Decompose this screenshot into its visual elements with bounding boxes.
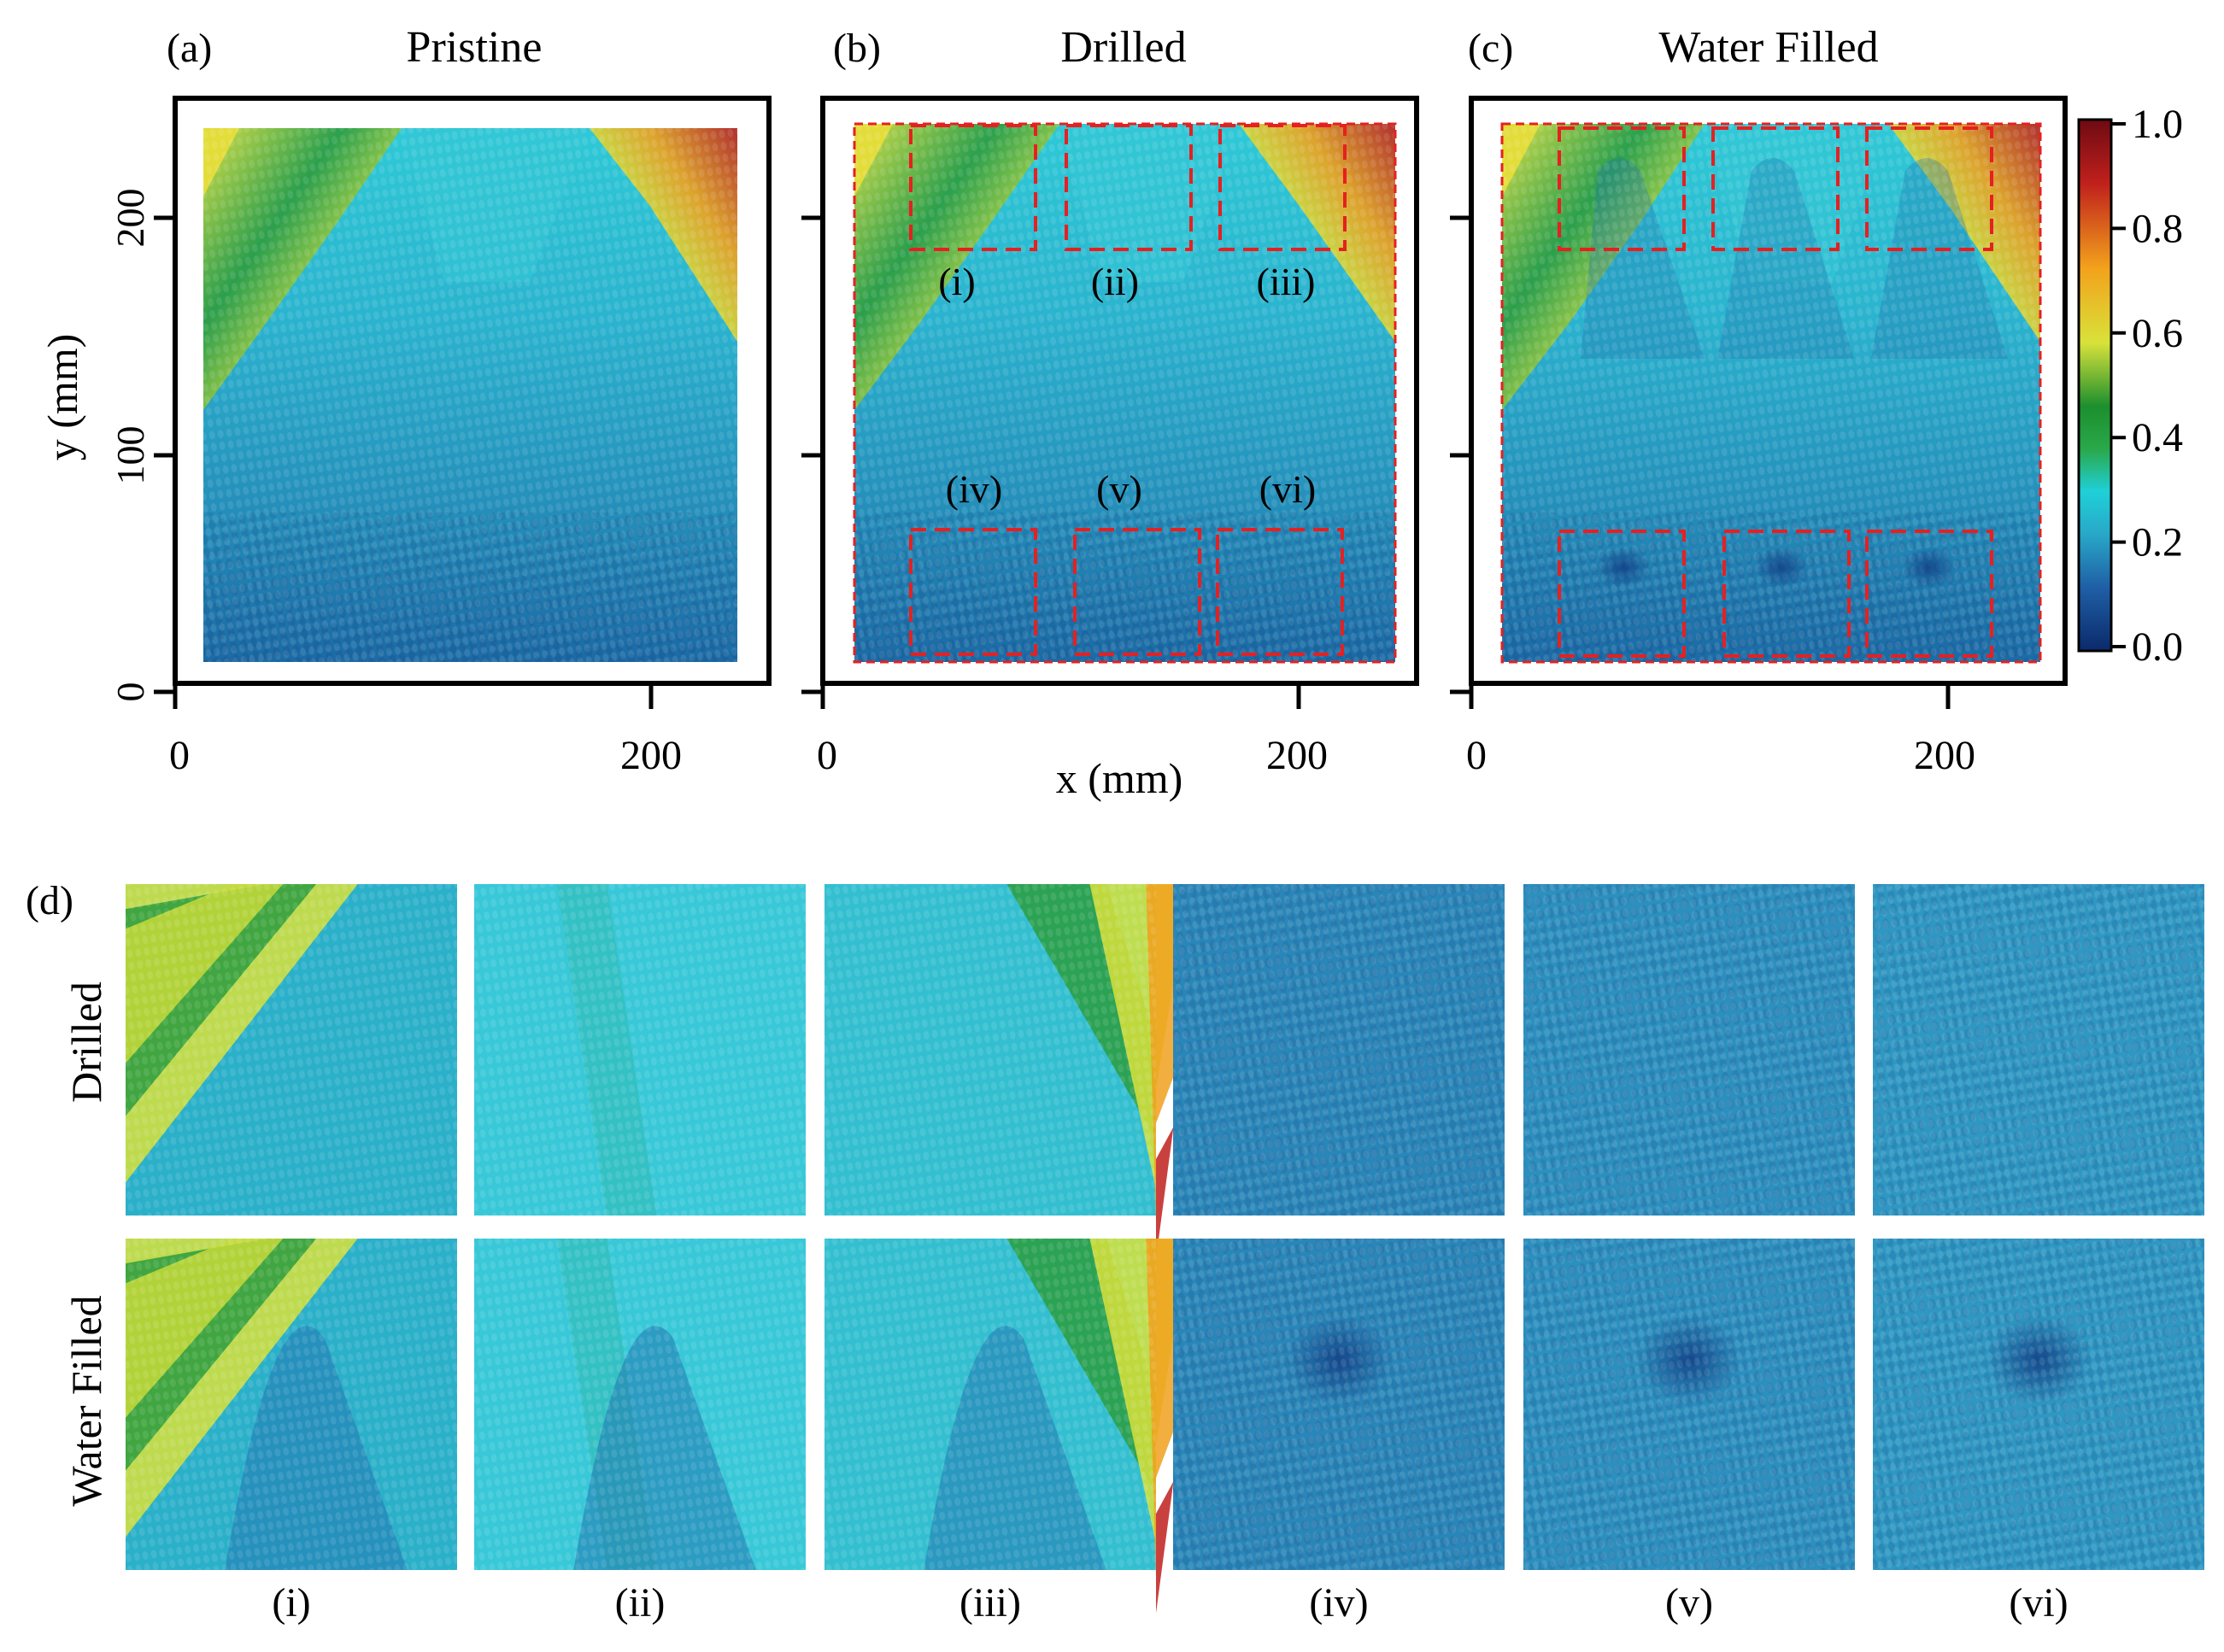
- colorbar-tick-label: 0.2: [2132, 520, 2183, 565]
- colorbar-tick-label: 0.8: [2132, 206, 2183, 251]
- panel-b-tag: (b): [833, 26, 881, 71]
- panel-d: (d) Drilled Water Filled (i) (ii) (iii) (iv…: [26, 878, 2204, 1626]
- c-region-ii: [1711, 126, 1840, 251]
- b-label-ii: (ii): [1091, 260, 1139, 303]
- panel-d-row-water-filled: Water Filled: [62, 1295, 110, 1506]
- panel-c-tag: (c): [1468, 26, 1513, 71]
- panel-d-column-label: (v): [1665, 1580, 1713, 1626]
- x-axis-label: x (mm): [1056, 754, 1183, 802]
- panel-d-column-labels: (i) (ii) (iii) (iv) (v) (vi): [272, 1580, 2068, 1626]
- panel-d-tile: [824, 1239, 1306, 1614]
- panel-d-tile: [1873, 884, 2204, 1216]
- panel-c-title: Water Filled: [1658, 23, 1878, 72]
- b-label-iv: (iv): [946, 467, 1002, 511]
- panel-d-tag: (d): [26, 878, 73, 923]
- b-region-v: [1073, 528, 1201, 656]
- panel-a: (a) Pristine 0 100 200 y (mm) 0 200: [38, 23, 772, 778]
- colorbar-tick-label: 0.0: [2132, 624, 2183, 670]
- panel-d-tile: [126, 1239, 457, 1570]
- panel-b-outline: [853, 122, 1397, 664]
- panel-b: (b) Drilled (i) (ii) (iii) (iv) (v) (vi): [801, 23, 1419, 802]
- panel-b-frame: [820, 96, 1419, 686]
- panel-a-title: Pristine: [407, 23, 543, 72]
- panel-a-tag: (a): [167, 26, 212, 71]
- b-region-i: [909, 124, 1037, 251]
- c-region-i: [1558, 126, 1686, 251]
- b-region-ii: [1065, 124, 1193, 251]
- panel-c-outline: [1500, 122, 2042, 664]
- panel-d-column-label: (iv): [1309, 1580, 1368, 1626]
- panel-d-column-label: (iii): [959, 1580, 1021, 1626]
- panel-c: (c) Water Filled: [1450, 23, 2068, 778]
- panel-d-tile: [1173, 1239, 1505, 1570]
- b-label-vi: (vi): [1259, 467, 1316, 511]
- y-axis-label: y (mm): [38, 334, 86, 461]
- c-xtick-0: 0: [1466, 733, 1487, 778]
- b-label-i: (i): [938, 260, 975, 303]
- a-ytick-100: 100: [109, 426, 152, 485]
- panel-d-tile: [1523, 1239, 1855, 1570]
- c-region-vi: [1865, 530, 1993, 658]
- c-region-iv: [1558, 530, 1686, 658]
- c-xtick-200: 200: [1914, 733, 1975, 778]
- panel-c-frame: [1469, 96, 2068, 686]
- c-region-v: [1722, 530, 1851, 658]
- panel-d-column-label: (vi): [2009, 1580, 2068, 1626]
- colorbar-tick-label: 1.0: [2132, 102, 2183, 147]
- a-ytick-0: 0: [109, 682, 152, 702]
- panel-a-frame: [173, 96, 772, 686]
- colorbar-tick-label: 0.6: [2132, 311, 2183, 356]
- panel-d-tile: [474, 884, 806, 1216]
- colorbar-tick-label: 0.4: [2132, 415, 2183, 460]
- b-region-iv: [909, 528, 1037, 656]
- panel-a-heatmap: [203, 128, 737, 662]
- colorbar-gradient: [2077, 118, 2113, 653]
- b-region-iii: [1218, 124, 1347, 251]
- panel-d-tile: [1873, 1239, 2204, 1570]
- panel-d-column-label: (ii): [615, 1580, 666, 1626]
- panel-b-title: Drilled: [1060, 23, 1186, 72]
- a-ytick-200: 200: [109, 189, 152, 248]
- c-region-iii: [1865, 126, 1993, 251]
- panel-d-tile: [474, 1239, 806, 1570]
- b-xtick-0: 0: [817, 733, 837, 778]
- panel-d-tile: [824, 884, 1306, 1259]
- panel-d-tiles: [126, 884, 2204, 1614]
- b-region-vi: [1216, 528, 1344, 656]
- b-label-v: (v): [1096, 467, 1142, 511]
- a-xtick-0: 0: [169, 733, 190, 778]
- panel-b-heatmap: [854, 124, 1395, 662]
- a-xtick-200: 200: [620, 733, 682, 778]
- panel-d-row-drilled: Drilled: [62, 981, 110, 1103]
- b-xtick-200: 200: [1266, 733, 1328, 778]
- colorbar: 1.0 0.8 0.6 0.4 0.2 0.0: [2077, 102, 2183, 670]
- panel-c-heatmap: [1502, 124, 2040, 662]
- panel-d-column-label: (i): [272, 1580, 310, 1626]
- b-label-iii: (iii): [1257, 260, 1316, 303]
- panel-d-tile: [126, 884, 457, 1216]
- colorbar-ticks: 1.0 0.8 0.6 0.4 0.2 0.0: [2111, 102, 2183, 670]
- panel-d-tile: [1173, 884, 1505, 1216]
- panel-d-tile: [1523, 884, 1855, 1216]
